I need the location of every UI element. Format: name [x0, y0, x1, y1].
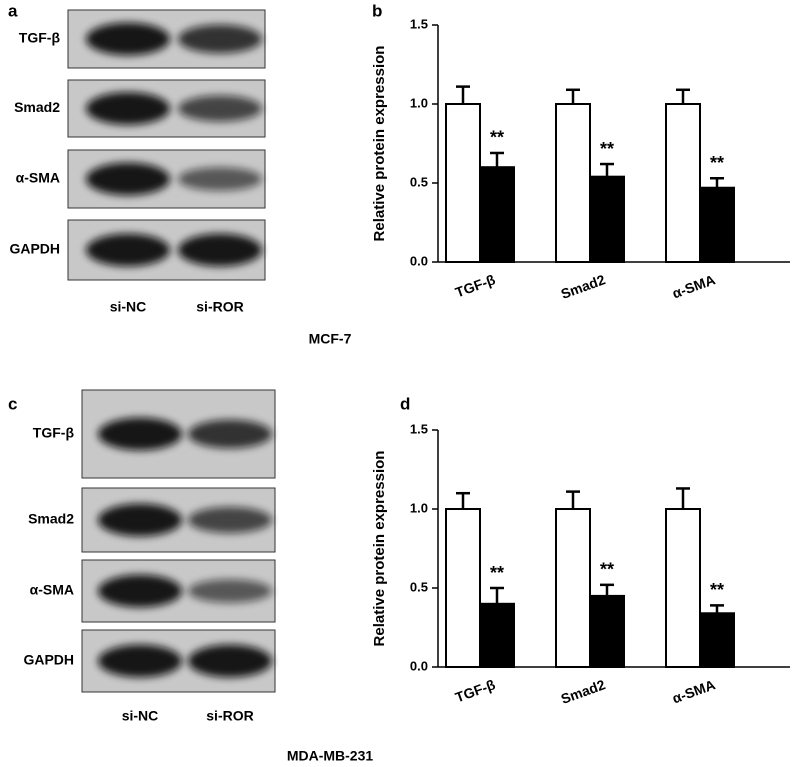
row-label: TGF-β	[33, 425, 75, 441]
lane-label: si-ROR	[206, 708, 253, 724]
y-tick-label: 1.0	[410, 95, 428, 110]
y-axis-label: Relative protein expression	[371, 451, 388, 647]
blot-band	[178, 167, 262, 191]
y-tick-label: 1.0	[410, 500, 428, 515]
bar	[589, 594, 625, 669]
row-label: TGF-β	[19, 30, 61, 46]
blot-band	[98, 503, 182, 537]
blot-band	[86, 162, 170, 196]
blot-band	[98, 644, 182, 678]
y-tick-label: 0.0	[410, 658, 428, 673]
y-axis-label: Relative protein expression	[371, 46, 388, 242]
x-tick-label: TGF-β	[453, 271, 498, 300]
row-label: Smad2	[28, 511, 74, 527]
x-tick-label: α-SMA	[670, 676, 717, 706]
blot-band	[98, 417, 182, 451]
cell-line-label: MDA-MB-231	[287, 748, 374, 764]
significance-label: **	[600, 560, 614, 580]
significance-label: **	[710, 580, 724, 600]
significance-label: **	[710, 153, 724, 173]
x-tick-label: Smad2	[559, 271, 608, 302]
significance-label: **	[490, 563, 504, 583]
lane-label: si-NC	[122, 708, 159, 724]
bar	[555, 103, 591, 263]
blot-band	[178, 95, 262, 122]
blot-band	[86, 233, 170, 267]
panel-letter: b	[372, 1, 382, 20]
y-tick-label: 0.5	[410, 579, 428, 594]
bar	[699, 186, 735, 264]
significance-label: **	[490, 128, 504, 148]
bar	[589, 175, 625, 263]
y-tick-label: 1.5	[410, 16, 428, 31]
row-label: Smad2	[14, 99, 60, 115]
row-label: α-SMA	[16, 170, 60, 186]
row-label: GAPDH	[23, 652, 74, 668]
y-tick-label: 1.5	[410, 421, 428, 436]
panel-letter: d	[400, 394, 410, 413]
blot-band	[188, 579, 272, 603]
bar	[479, 166, 515, 263]
x-tick-label: Smad2	[559, 676, 608, 707]
blot-band	[188, 644, 272, 678]
bar	[445, 508, 481, 668]
bar	[479, 602, 515, 668]
cell-line-label: MCF-7	[309, 331, 352, 347]
lane-label: si-ROR	[196, 299, 243, 315]
row-label: GAPDH	[9, 241, 60, 257]
panel-letter: a	[8, 1, 18, 20]
blot-band	[86, 22, 170, 56]
blot-band	[188, 506, 272, 534]
blot-band	[86, 92, 170, 125]
y-tick-label: 0.0	[410, 253, 428, 268]
blot-band	[188, 419, 272, 449]
bar	[445, 103, 481, 263]
blot-band	[178, 233, 262, 267]
x-tick-label: α-SMA	[670, 271, 717, 301]
bar	[555, 508, 591, 668]
blot-band	[98, 574, 182, 608]
panel-letter: c	[8, 394, 17, 413]
blot-band	[178, 24, 262, 54]
significance-label: **	[600, 139, 614, 159]
bar	[665, 508, 701, 668]
lane-label: si-NC	[110, 299, 147, 315]
x-tick-label: TGF-β	[453, 676, 498, 705]
bar	[699, 612, 735, 669]
y-tick-label: 0.5	[410, 174, 428, 189]
row-label: α-SMA	[30, 582, 74, 598]
bar	[665, 103, 701, 263]
